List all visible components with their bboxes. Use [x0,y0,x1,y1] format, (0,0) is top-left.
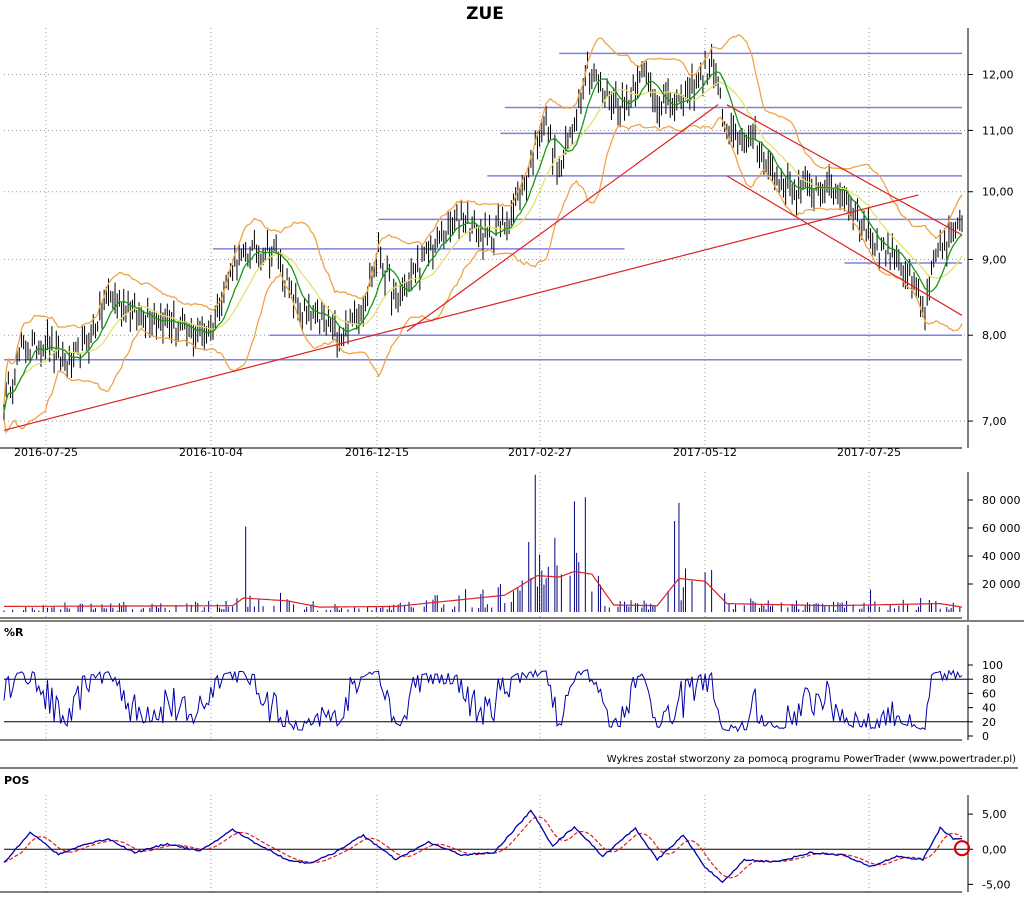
y-tick-label: 9,00 [982,253,1007,266]
pos-line [3,809,963,884]
volume-average-line [4,570,963,608]
y-tick-label: 11,00 [982,124,1014,137]
y-tick-label: 40 [982,702,996,715]
y-tick-label: 80 [982,673,996,686]
y-tick-label: 20 000 [982,578,1021,591]
pos-signal-line [3,816,963,879]
y-tick-label: -5,00 [982,878,1010,891]
y-tick-label: 60 000 [982,522,1021,535]
y-tick-label: 12,00 [982,69,1014,82]
price-panel: 7,00 8,00 9,00 10,00 11,00 12,00 2016-07-25 201… [0,28,1014,459]
williams-r-label: %R [4,626,24,639]
bollinger-lower [3,116,963,434]
y-tick-label: 5,00 [982,808,1007,821]
williams-r-line [3,669,963,733]
trend-line [726,104,963,236]
trend-line [406,104,719,332]
credit-text: Wykres został stworzony za pomocą progra… [607,754,1016,765]
x-tick-label: 2017-07-25 [837,446,901,459]
x-tick-label: 2016-12-15 [345,446,409,459]
y-tick-label: 0,00 [982,843,1007,856]
y-tick-label: 100 [982,659,1003,672]
chart-title: ZUE [466,4,504,24]
trend-line [3,194,919,431]
y-tick-label: 10,00 [982,186,1014,199]
x-tick-label: 2017-05-12 [673,446,737,459]
moving-average-long [3,81,963,413]
y-tick-label: 0 [982,730,989,743]
x-tick-label: 2016-07-25 [14,446,78,459]
pos-panel: -5,00 0,00 5,00 [0,795,1010,893]
x-tick-label: 2016-10-04 [179,446,243,459]
y-tick-label: 7,00 [982,415,1007,428]
volume-panel: 20 000 40 000 60 000 80 000 [0,472,1021,620]
y-tick-label: 60 [982,687,996,700]
trend-line [726,175,963,316]
x-tick-label: 2017-02-27 [508,446,572,459]
signal-marker-circle [953,840,971,857]
y-tick-label: 20 [982,716,996,729]
moving-average-short [3,71,963,413]
y-tick-label: 40 000 [982,550,1021,563]
y-tick-label: 8,00 [982,329,1007,342]
y-tick-label: 80 000 [982,494,1021,507]
pos-label: POS [4,774,29,787]
